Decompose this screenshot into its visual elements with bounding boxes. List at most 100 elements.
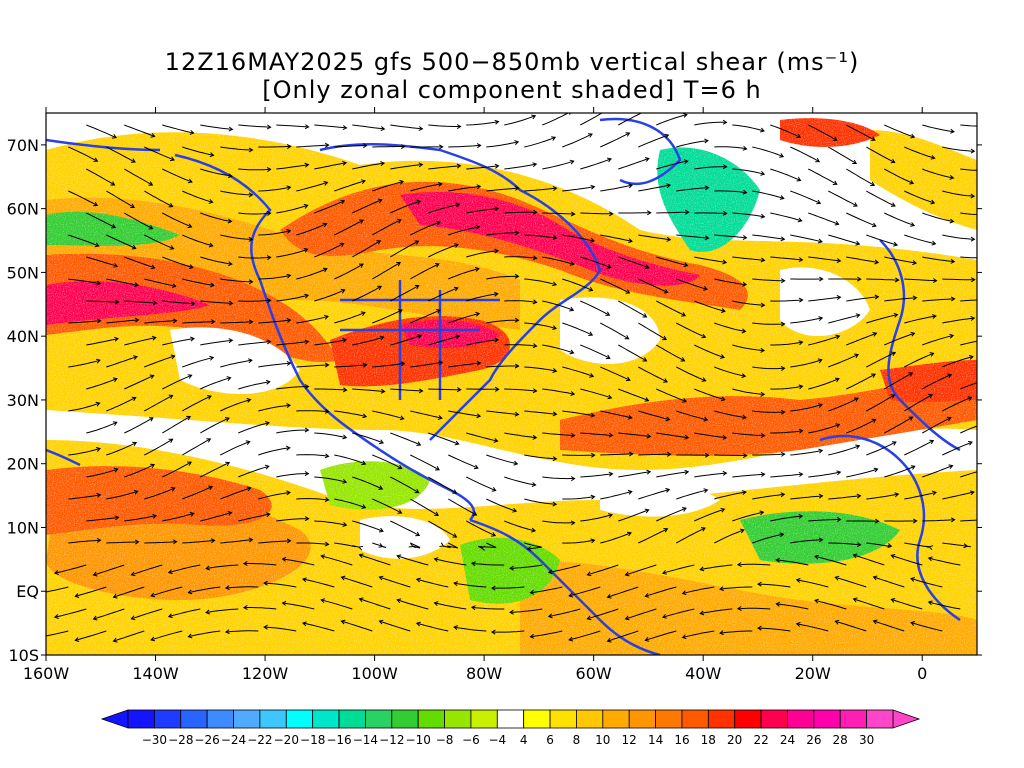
streamline <box>928 557 961 566</box>
streamline-arrow <box>736 562 742 568</box>
streamline <box>676 489 708 500</box>
streamline-arrow <box>529 589 535 595</box>
streamline <box>714 146 747 150</box>
streamline <box>600 366 631 381</box>
streamline-arrow <box>435 466 440 471</box>
streamline-arrow <box>607 394 613 400</box>
streamline-arrow <box>970 148 976 154</box>
streamline-arrow <box>704 452 710 458</box>
streamline <box>162 416 191 434</box>
streamline <box>942 278 975 281</box>
streamline-arrow <box>590 184 596 190</box>
streamline <box>828 542 861 546</box>
streamline <box>808 168 838 185</box>
lat-label: 10S <box>8 646 39 665</box>
streamline <box>580 473 613 478</box>
streamline <box>694 508 725 522</box>
streamline-arrow <box>265 421 270 426</box>
streamline <box>144 190 173 208</box>
streamline <box>676 187 709 192</box>
streamline-arrow <box>855 240 861 246</box>
streamline-arrow <box>266 210 272 216</box>
streamline-arrow <box>399 179 405 185</box>
streamline <box>466 293 498 302</box>
streamline-arrow <box>131 244 137 250</box>
streamline-arrow <box>590 452 596 458</box>
streamline-arrow <box>891 351 897 357</box>
streamline <box>220 278 253 283</box>
colorbar-swatch <box>760 709 788 729</box>
streamline <box>258 319 291 324</box>
colorbar-label: 28 <box>833 733 848 747</box>
streamline <box>150 630 183 641</box>
streamline <box>276 164 309 170</box>
streamline-arrow <box>320 598 326 604</box>
streamline <box>390 124 423 130</box>
streamline-arrow <box>910 331 916 337</box>
streamline <box>562 539 595 544</box>
colorbar-swatch <box>628 709 656 729</box>
streamline-arrow <box>816 199 822 205</box>
streamline-arrow <box>399 415 405 421</box>
streamline-arrow <box>172 539 178 545</box>
streamline-arrow <box>379 335 385 341</box>
plot-area <box>46 113 993 655</box>
streamline <box>352 432 384 444</box>
streamline <box>466 339 499 346</box>
streamline-arrow <box>454 440 460 446</box>
streamline-arrow <box>452 489 458 494</box>
streamline-arrow <box>605 311 611 316</box>
streamline-arrow <box>628 451 634 457</box>
streamline-arrow <box>870 136 876 141</box>
colorbar-label: −28 <box>168 733 193 747</box>
streamline <box>68 539 101 544</box>
colorbar-swatch <box>127 709 155 729</box>
streamline-arrow <box>663 288 669 294</box>
streamline <box>562 234 595 242</box>
streamline-arrow <box>989 168 993 172</box>
streamline-arrow <box>130 158 136 163</box>
streamline-arrow <box>666 183 672 189</box>
streamline-arrow <box>112 593 118 599</box>
streamline <box>580 514 613 522</box>
streamline-arrow <box>927 600 933 606</box>
streamline-arrow <box>963 543 969 549</box>
streamline <box>638 134 669 148</box>
colorbar: −30 −28 −26 −24 −22 −20 −18 −16 −14 −12 −10 −8 −6 −4 4… <box>100 709 921 747</box>
streamline <box>296 410 329 413</box>
streamline <box>352 199 382 214</box>
streamline-arrow <box>167 613 173 619</box>
streamline <box>638 489 670 500</box>
streamline <box>656 300 686 317</box>
streamline <box>124 300 157 304</box>
streamline-arrow <box>681 634 687 640</box>
streamline-arrow <box>227 261 233 267</box>
streamline <box>486 187 519 192</box>
streamline-arrow <box>169 245 175 250</box>
streamline-arrow <box>376 240 382 245</box>
streamline <box>884 212 915 226</box>
streamline <box>46 630 69 637</box>
streamline <box>390 476 419 494</box>
colorbar-swatch <box>391 709 419 729</box>
streamline-arrow <box>872 575 878 581</box>
streamline <box>352 388 385 392</box>
colorbar-swatch <box>233 709 261 729</box>
streamline-arrow <box>170 354 176 360</box>
streamline <box>814 599 847 610</box>
streamline <box>884 332 915 346</box>
streamline <box>910 622 943 632</box>
streamline-arrow <box>168 394 174 400</box>
streamline <box>162 256 194 268</box>
streamline-arrow <box>414 240 420 245</box>
coastlines <box>46 117 961 655</box>
chart-title: 12Z16MAY2025 gfs 500−850mb vertical shea… <box>164 48 860 76</box>
streamline <box>314 339 347 346</box>
streamline <box>162 212 192 228</box>
streamline <box>752 322 785 325</box>
streamline <box>314 388 347 391</box>
streamline-arrow <box>286 538 292 544</box>
streamline-arrow <box>114 515 120 521</box>
streamline-arrow <box>663 378 668 383</box>
streamline <box>846 168 875 186</box>
